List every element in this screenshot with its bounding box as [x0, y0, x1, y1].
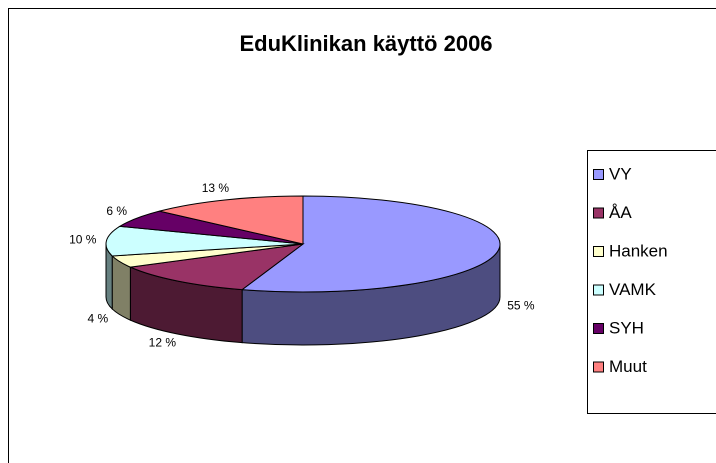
data-label: 55 %: [507, 299, 535, 313]
chart-title: EduKlinikan käyttö 2006: [239, 31, 492, 56]
data-label: 10 %: [69, 232, 97, 246]
legend-swatch: [593, 361, 604, 373]
legend-swatch: [593, 207, 604, 219]
data-label: 12 %: [149, 335, 177, 349]
legend-box: [587, 150, 716, 414]
legend-label: VY: [609, 164, 632, 183]
legend-label: SYH: [609, 318, 644, 337]
data-label: 6 %: [106, 204, 127, 218]
legend-swatch: [593, 323, 604, 334]
pie-slice: [159, 195, 304, 245]
legend-swatch: [593, 246, 604, 257]
pie-slice: [105, 225, 304, 257]
legend-label: ÅA: [609, 203, 632, 222]
pie-slice: [128, 243, 305, 291]
legend-label: VAMK: [609, 280, 657, 299]
legend-label: Hanken: [609, 241, 668, 260]
data-label: 13 %: [202, 181, 230, 195]
legend-swatch: [593, 284, 604, 296]
legend-label: Muut: [609, 357, 647, 376]
legend-swatch: [593, 169, 604, 180]
pie-slice: [240, 195, 501, 293]
data-label: 4 %: [88, 311, 109, 325]
